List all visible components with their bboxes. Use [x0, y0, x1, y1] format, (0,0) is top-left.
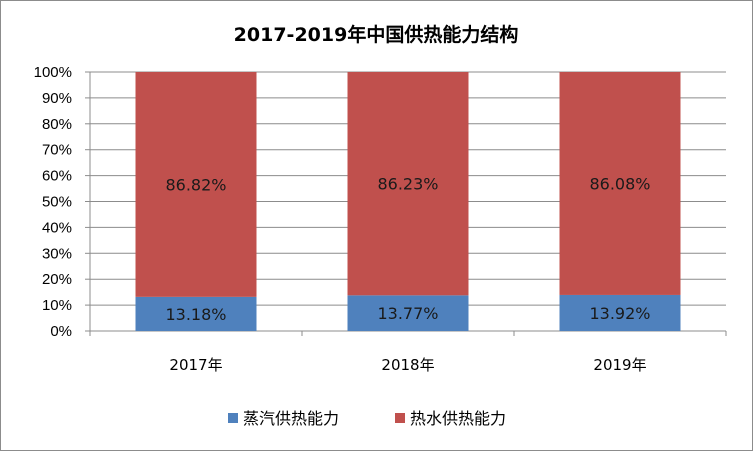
legend-swatch: [395, 413, 405, 423]
y-tick-label: 50%: [42, 194, 72, 211]
data-label: 13.92%: [589, 304, 650, 323]
y-tick-label: 0%: [50, 323, 72, 340]
y-tick-label: 10%: [42, 297, 72, 314]
data-label: 86.82%: [165, 175, 226, 194]
x-category-label: 2017年: [169, 356, 222, 374]
y-axis-ticks: 0% 10% 20% 30% 40% 50% 60% 70% 80% 90% 100%: [34, 64, 72, 340]
bar-segment-steam: [559, 294, 681, 331]
legend-label: 热水供热能力: [410, 409, 506, 428]
data-label: 86.08%: [589, 174, 650, 193]
data-label: 13.18%: [165, 305, 226, 324]
bar-segment-steam: [347, 295, 469, 331]
data-label: 86.23%: [377, 175, 438, 194]
bars: 13.18% 86.82% 13.77% 86.23% 13.92% 86.08%: [135, 72, 681, 331]
data-label: 13.77%: [377, 304, 438, 323]
y-tick-label: 90%: [42, 90, 72, 107]
y-tick-label: 20%: [42, 271, 72, 288]
y-tick-label: 60%: [42, 168, 72, 185]
y-tick-label: 80%: [42, 116, 72, 133]
bar-segment-hot-water: [135, 72, 257, 297]
y-tick-label: 40%: [42, 219, 72, 236]
y-tick-label: 100%: [34, 64, 72, 81]
x-category-label: 2019年: [593, 356, 646, 374]
bar-segment-steam: [135, 296, 257, 331]
y-tick-label: 70%: [42, 142, 72, 159]
chart-title: 2017-2019年中国供热能力结构: [234, 23, 519, 46]
x-category-label: 2018年: [381, 356, 434, 374]
y-tick-label: 30%: [42, 245, 72, 262]
legend: 蒸汽供热能力 热水供热能力: [228, 409, 506, 428]
x-axis-categories: 2017年 2018年 2019年: [169, 356, 646, 374]
bar-segment-hot-water: [559, 72, 681, 295]
legend-swatch: [228, 413, 238, 423]
legend-label: 蒸汽供热能力: [243, 409, 339, 428]
bar-segment-hot-water: [347, 72, 469, 296]
